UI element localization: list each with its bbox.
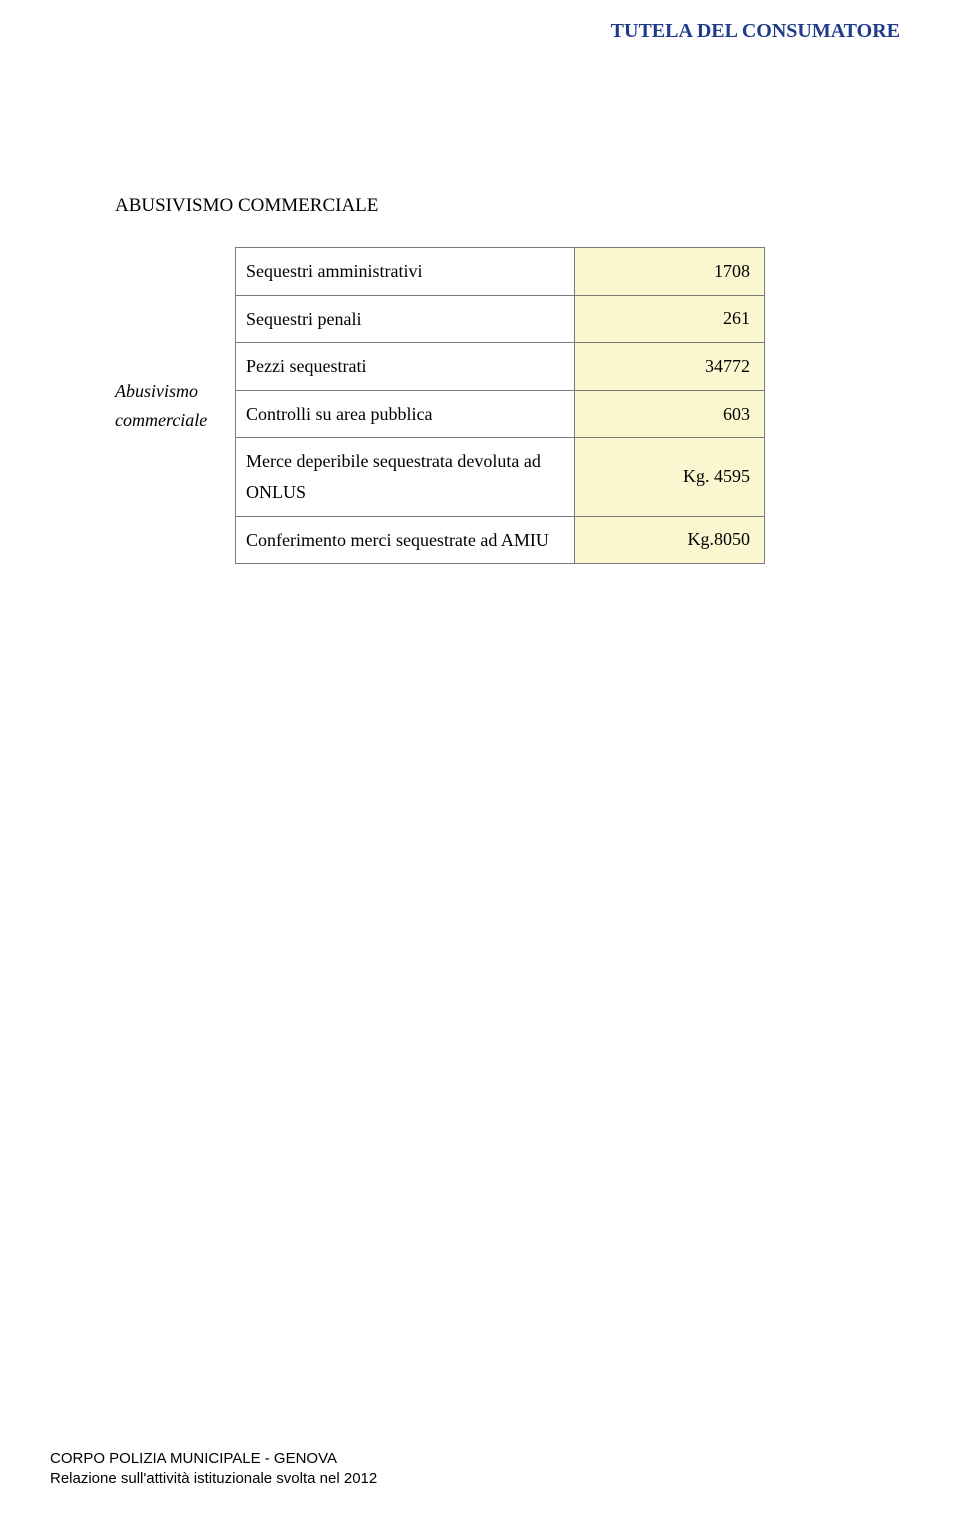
page-header: TUTELA DEL CONSUMATORE (611, 20, 900, 43)
data-table: Sequestri amministrativi 1708 Sequestri … (235, 247, 765, 564)
cell-desc: Pezzi sequestrati (236, 343, 575, 391)
cell-val: 34772 (575, 343, 765, 391)
cell-desc: Conferimento merci sequestrate ad AMIU (236, 516, 575, 564)
cell-desc: Sequestri penali (236, 295, 575, 343)
cell-val: 603 (575, 390, 765, 438)
row-label-line1: Abusivismo (115, 377, 215, 406)
cell-val: 1708 (575, 248, 765, 296)
cell-val: 261 (575, 295, 765, 343)
table-row: Sequestri penali 261 (236, 295, 765, 343)
header-title: TUTELA DEL CONSUMATORE (611, 20, 900, 42)
cell-desc: Merce deperibile sequestrata devoluta ad… (236, 438, 575, 516)
footer-line2: Relazione sull'attività istituzionale sv… (50, 1469, 377, 1489)
row-label-line2: commerciale (115, 406, 215, 435)
footer-line1: CORPO POLIZIA MUNICIPALE - GENOVA (50, 1449, 377, 1469)
row-group-label: Abusivismo commerciale (115, 377, 215, 435)
cell-desc: Controlli su area pubblica (236, 390, 575, 438)
cell-desc: Sequestri amministrativi (236, 248, 575, 296)
table-row: Sequestri amministrativi 1708 (236, 248, 765, 296)
table-row: Pezzi sequestrati 34772 (236, 343, 765, 391)
cell-val: Kg.8050 (575, 516, 765, 564)
page-footer: CORPO POLIZIA MUNICIPALE - GENOVA Relazi… (50, 1449, 377, 1490)
cell-val: Kg. 4595 (575, 438, 765, 516)
table-wrapper: Abusivismo commerciale Sequestri amminis… (115, 247, 845, 564)
table-row: Controlli su area pubblica 603 (236, 390, 765, 438)
content-area: ABUSIVISMO COMMERCIALE Abusivismo commer… (115, 195, 845, 564)
table-row: Conferimento merci sequestrate ad AMIU K… (236, 516, 765, 564)
section-title: ABUSIVISMO COMMERCIALE (115, 195, 845, 217)
table-row: Merce deperibile sequestrata devoluta ad… (236, 438, 765, 516)
